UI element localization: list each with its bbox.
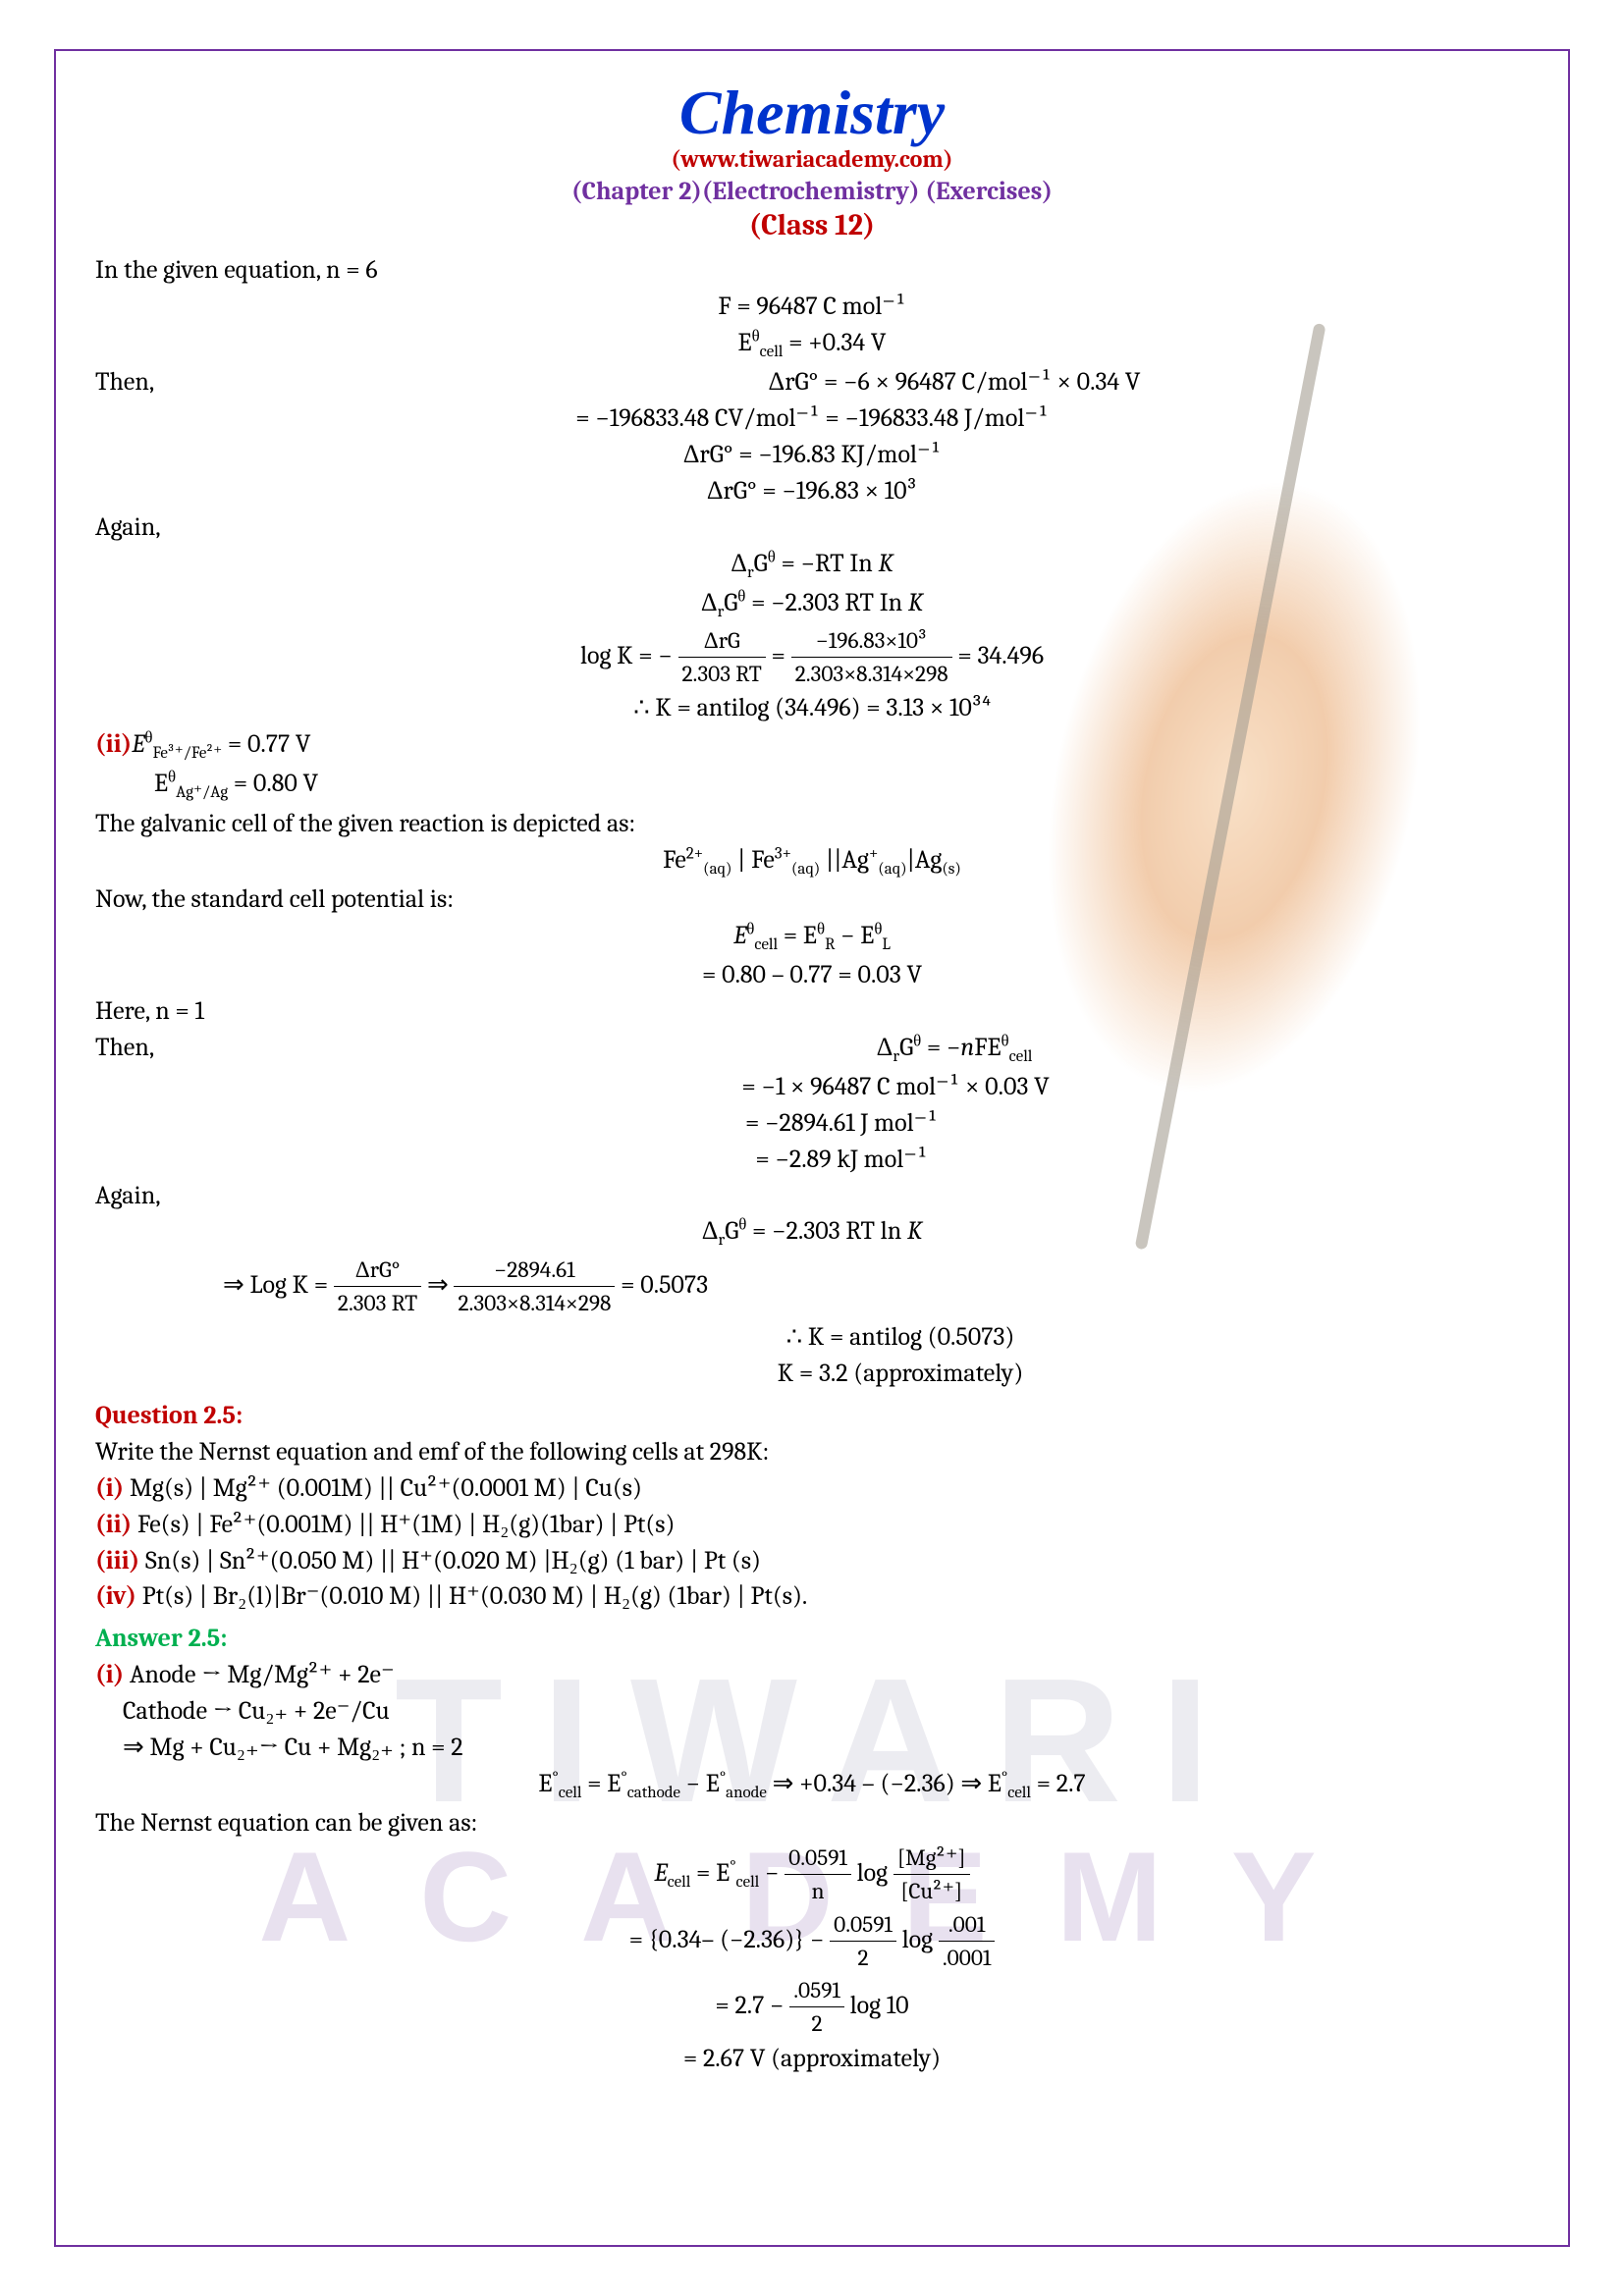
eq: ΔrG° = −196.83 × 10³ xyxy=(95,473,1529,509)
line: (ii) Fe(s) | Fe²⁺(0.001M) || H⁺(1M) | H₂… xyxy=(95,1507,1529,1543)
site-link: (www.tiwariacademy.com) xyxy=(95,145,1529,173)
eq: = 0.80 – 0.77 = 0.03 V xyxy=(95,957,1529,993)
line: (iv) Pt(s) | Br₂(l)|Br⁻(0.010 M) || H⁺(0… xyxy=(95,1578,1529,1615)
line: (i) Mg(s) | Mg²⁺ (0.001M) || Cu²⁺(0.0001… xyxy=(95,1470,1529,1507)
line: Then, xyxy=(95,364,380,400)
line: Here, n = 1 xyxy=(95,993,1529,1030)
line: Now, the standard cell potential is: xyxy=(95,881,1529,918)
eq: Fe2+(aq) | Fe3+(aq) ||Ag+(aq)|Ag(s) xyxy=(95,842,1529,881)
line: Again, xyxy=(95,509,1529,546)
line: The Nernst equation can be given as: xyxy=(95,1805,1529,1842)
content: Chemistry (www.tiwariacademy.com) (Chapt… xyxy=(95,77,1529,2076)
line: (iii) Sn(s) | Sn²⁺(0.050 M) || H⁺(0.020 … xyxy=(95,1543,1529,1579)
chapter-line: (Chapter 2)(Electrochemistry) (Exercises… xyxy=(95,177,1529,206)
eq: Ecell = E°cell − 0.0591n log [Mg²⁺][Cu²⁺… xyxy=(95,1842,1529,1907)
line: (i) Anode → Mg/Mg²⁺ + 2e⁻ xyxy=(95,1657,1529,1693)
eq: E°cell = E°cathode − E°anode ⇒ +0.34 – (… xyxy=(95,1766,1529,1805)
line: In the given equation, n = 6 xyxy=(95,252,1529,289)
eq: ΔrGθ = −RT In K xyxy=(95,546,1529,585)
eq: = {0.34– (−2.36)} − 0.05912 log .001.000… xyxy=(95,1908,1529,1974)
line: ⇒ Mg + Cu₂₊→ Cu + Mg₂₊ ; n = 2 xyxy=(123,1730,1529,1766)
page-title: Chemistry xyxy=(95,77,1529,149)
eq: ΔrGθ = −2.303 RT ln K xyxy=(95,1213,1529,1253)
eq: ⇒ Log K = ΔrG°2.303 RT ⇒ −2894.612.303×8… xyxy=(95,1254,1529,1319)
eq: ∴ K = antilog (34.496) = 3.13 × 10³⁴ xyxy=(95,690,1529,726)
line: The galvanic cell of the given reaction … xyxy=(95,806,1529,842)
eq: F = 96487 C mol⁻¹ xyxy=(95,289,1529,325)
answer-label: Answer 2.5: xyxy=(95,1624,227,1653)
line: (ii)EθFe³⁺/Fe²⁺ = 0.77 V xyxy=(95,726,1529,766)
eq: = −1 × 96487 C mol⁻¹ × 0.03 V xyxy=(95,1069,1529,1105)
eq: = 2.7 − .05912 log 10 xyxy=(95,1974,1529,2040)
line: Then, xyxy=(95,1030,380,1069)
eq: = −2894.61 J mol⁻¹ xyxy=(95,1105,1529,1142)
eq: = 2.67 V (approximately) xyxy=(95,2041,1529,2077)
line: Cathode → Cu₂₊ + 2e⁻/Cu xyxy=(123,1693,1529,1730)
eq: Eθcell = +0.34 V xyxy=(95,325,1529,364)
eq: ∴ K = antilog (0.5073) xyxy=(95,1319,1529,1356)
line: EθAg⁺/Ag = 0.80 V xyxy=(154,766,1529,805)
eq: ΔrGθ = −nFEθcell xyxy=(380,1030,1529,1069)
page-border: TIWARI ACADEMY Chemistry (www.tiwariacad… xyxy=(54,49,1570,2247)
question-label: Question 2.5: xyxy=(95,1401,243,1430)
class-line: (Class 12) xyxy=(95,208,1529,242)
eq: K = 3.2 (approximately) xyxy=(95,1356,1529,1392)
eq: = −2.89 kJ mol⁻¹ xyxy=(95,1142,1529,1178)
eq: ΔrG° = −196.83 KJ/mol⁻¹ xyxy=(95,437,1529,473)
eq: ΔrG° = −6 × 96487 C/mol⁻¹ × 0.34 V xyxy=(380,364,1529,400)
eq: log K = − ΔrG2.303 RT = −196.83×10³2.303… xyxy=(95,624,1529,690)
eq: ΔrGθ = −2.303 RT In K xyxy=(95,585,1529,624)
eq: = −196833.48 CV/mol⁻¹ = −196833.48 J/mol… xyxy=(95,400,1529,437)
line: Again, xyxy=(95,1178,1529,1214)
line: Write the Nernst equation and emf of the… xyxy=(95,1434,1529,1470)
eq: Eθcell = EθR − EθL xyxy=(95,918,1529,957)
